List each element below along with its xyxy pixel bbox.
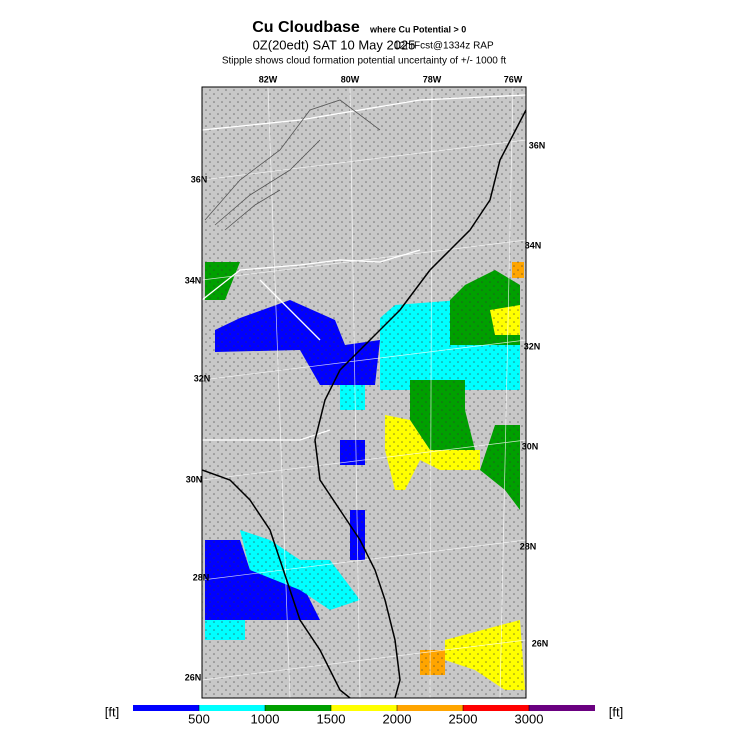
lat-label: 34N (525, 240, 542, 250)
colorbar-unit: [ft] (105, 704, 119, 719)
lat-label: 32N (524, 341, 541, 351)
colorbar-label: 1500 (317, 711, 346, 726)
lat-label: 28N (520, 541, 537, 551)
lon-label: 80W (341, 74, 360, 84)
lat-label: 30N (186, 474, 203, 484)
lat-label: 30N (522, 441, 539, 451)
colorbar-label: 1000 (251, 711, 280, 726)
map-frame (201, 86, 527, 699)
lat-label: 36N (191, 174, 208, 184)
colorbar-swatch (199, 705, 265, 711)
map (202, 87, 526, 698)
forecast: 12hrFcst@1334z RAP (394, 41, 494, 52)
colorbar-swatch (463, 705, 529, 711)
note: Stipple shows cloud formation potential … (222, 56, 507, 67)
lat-label: 34N (185, 275, 202, 285)
lat-label: 26N (532, 638, 549, 648)
lat-label: 36N (529, 140, 546, 150)
lon-label: 82W (259, 74, 278, 84)
colorbar-swatch (331, 705, 397, 711)
lat-label: 32N (194, 373, 211, 383)
terrain-contours (204, 99, 381, 231)
colorbar-label: 2000 (383, 711, 412, 726)
lat-label: 26N (185, 672, 202, 682)
colorbar-label: 500 (188, 711, 210, 726)
borders (202, 94, 526, 441)
valid-time: 0Z(20edt) SAT 10 May 2025 (253, 37, 416, 52)
title: Cu Cloudbase (252, 19, 360, 36)
qualifier: where Cu Potential > 0 (369, 24, 466, 34)
graticule (202, 87, 526, 698)
lon-label: 76W (504, 74, 523, 84)
lon-label: 78W (423, 74, 442, 84)
colorbar-swatch (133, 705, 199, 711)
lat-label: 28N (193, 572, 210, 582)
colorbar-swatch (265, 705, 331, 711)
colorbar-label: 2500 (449, 711, 478, 726)
colorbar-swatch (397, 705, 463, 711)
coastline (202, 109, 526, 698)
colorbar-swatch (529, 705, 595, 711)
colorbar-label: 3000 (515, 711, 544, 726)
colorbar-unit: [ft] (609, 704, 623, 719)
